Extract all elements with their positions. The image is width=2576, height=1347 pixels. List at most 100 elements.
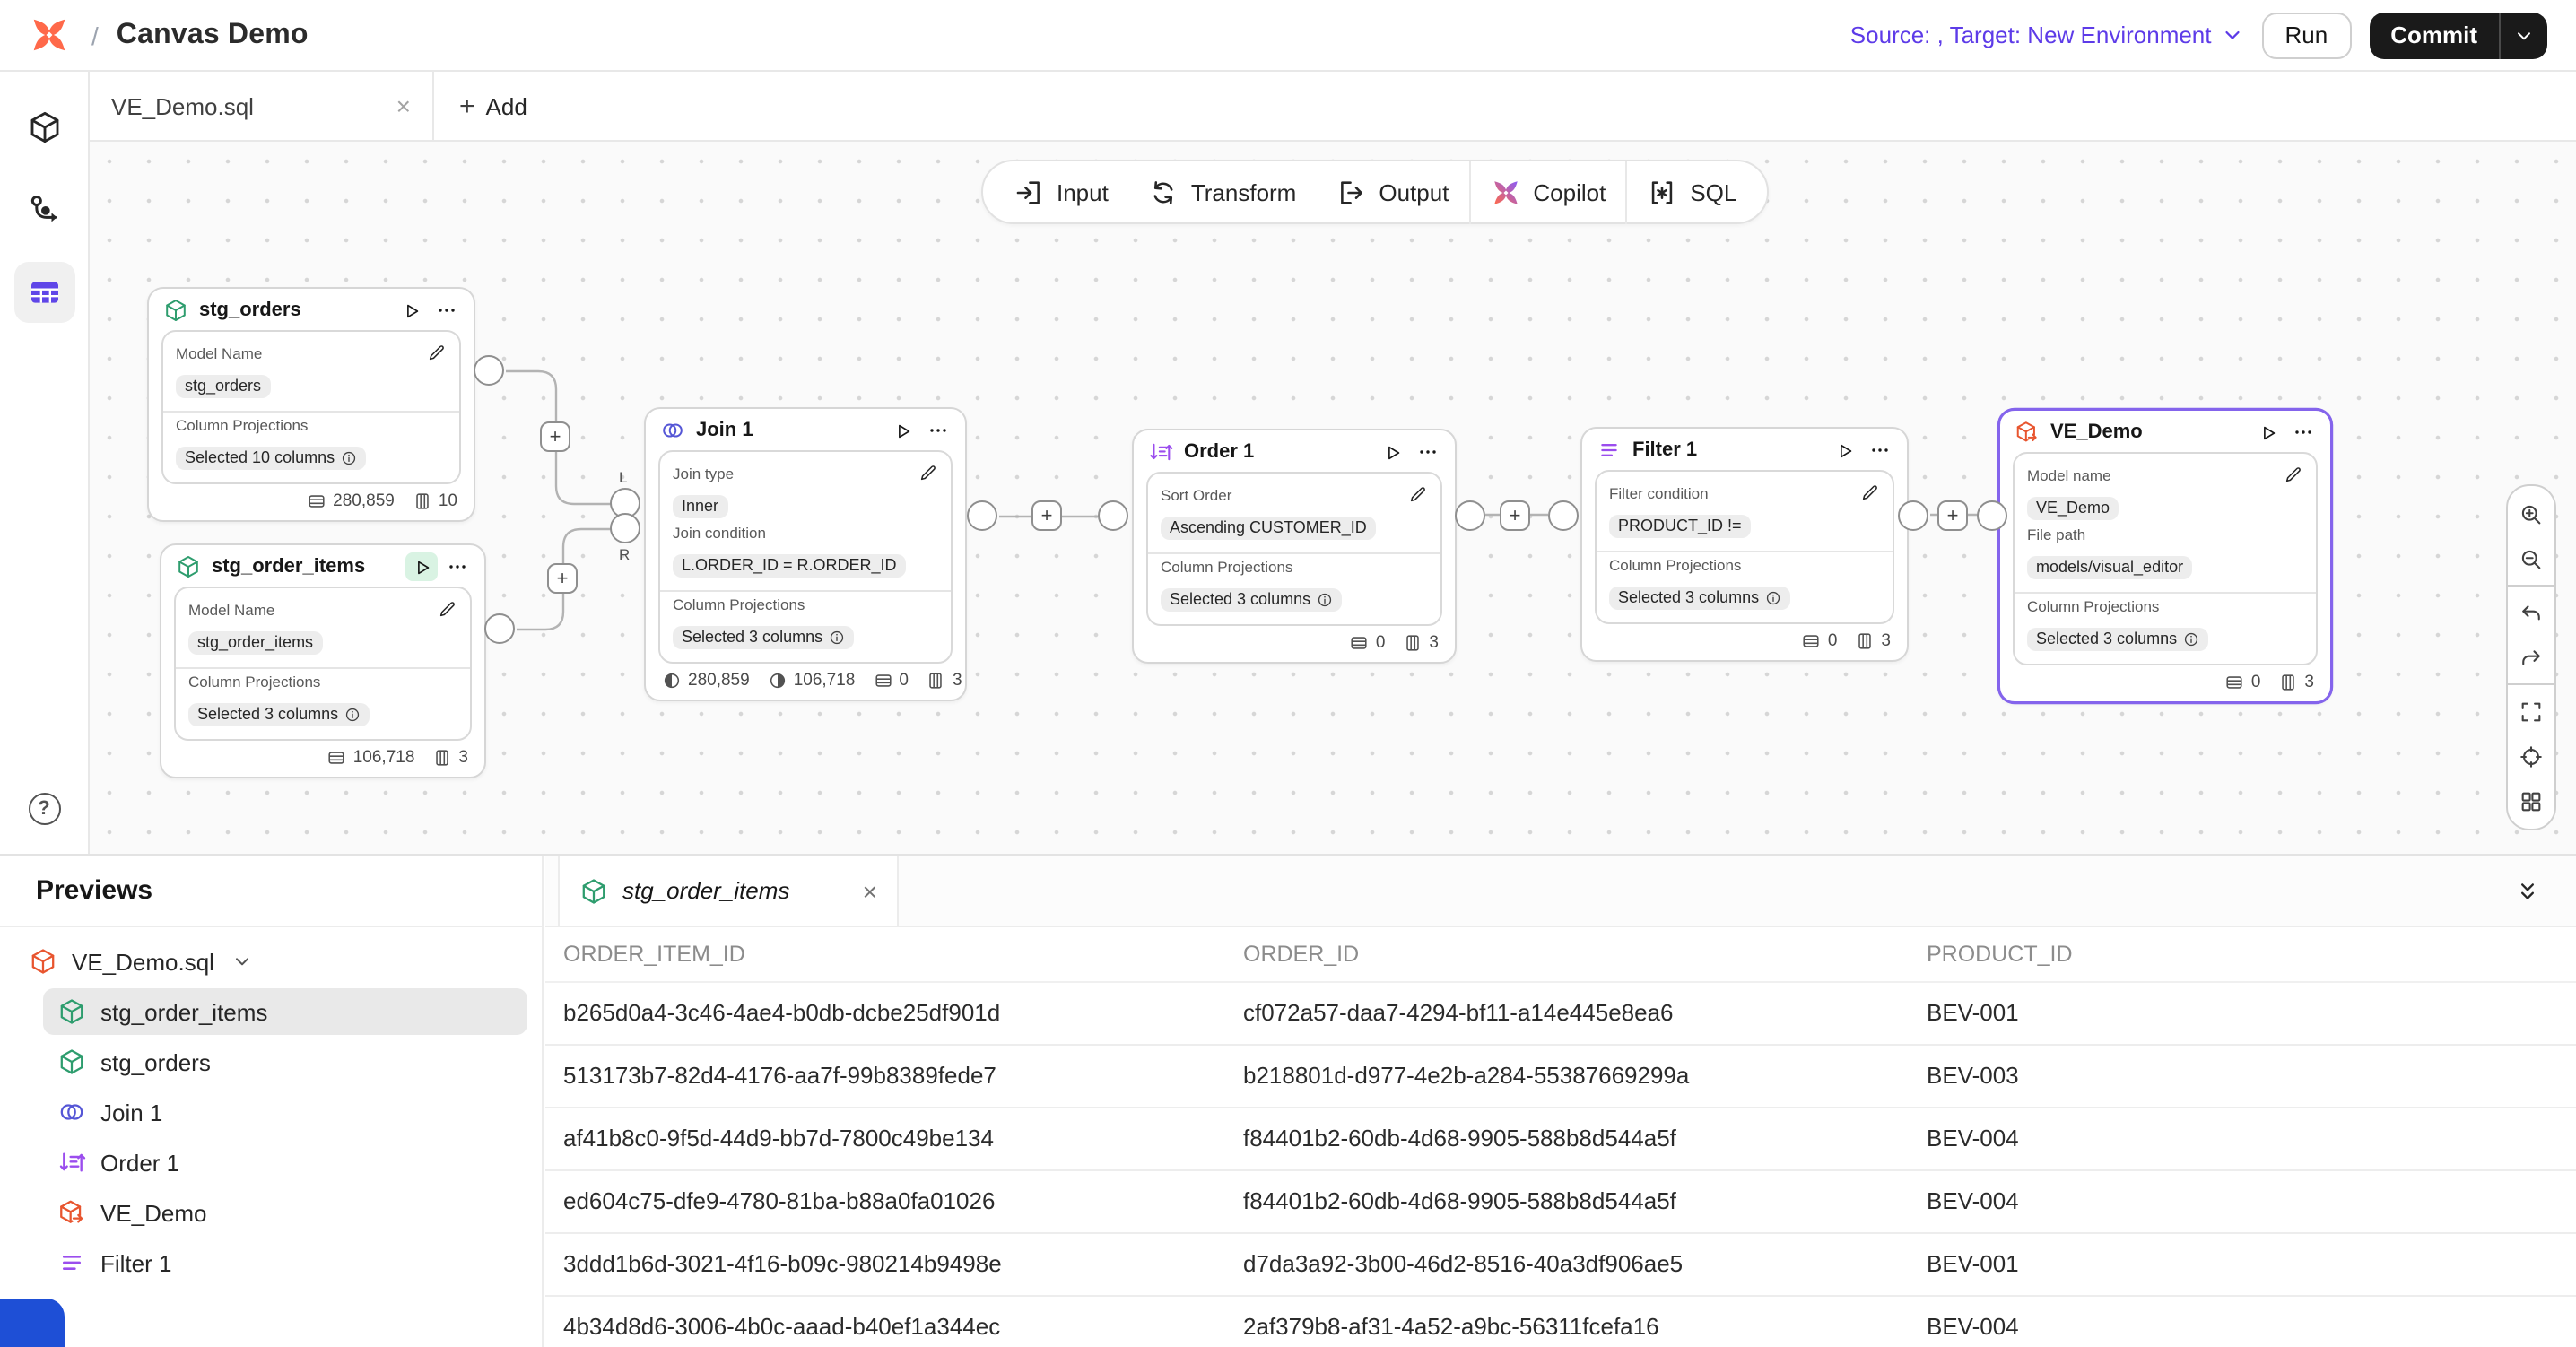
node-menu-button[interactable] xyxy=(443,552,472,581)
input-port[interactable] xyxy=(1098,500,1128,531)
field-value-chip[interactable]: Selected 10 columns xyxy=(176,446,366,469)
add-node-on-edge-button[interactable]: + xyxy=(1031,500,1062,531)
tree-item-ve-demo-sql[interactable]: VE_Demo.sql xyxy=(14,938,527,985)
redo-button[interactable] xyxy=(2508,635,2554,680)
node-menu-button[interactable] xyxy=(1866,436,1894,465)
output-port[interactable] xyxy=(967,500,997,531)
sidebar-item-canvas[interactable] xyxy=(13,262,74,323)
fit-view-button[interactable] xyxy=(2508,689,2554,734)
chevron-down-icon[interactable] xyxy=(232,951,254,972)
field-value-chip[interactable]: L.ORDER_ID = R.ORDER_ID xyxy=(673,553,906,577)
field-value-chip[interactable]: Selected 3 columns xyxy=(1161,587,1342,611)
table-row[interactable]: af41b8c0-9f5d-44d9-bb7d-7800c49be134 f84… xyxy=(545,1107,2576,1170)
center-view-button[interactable] xyxy=(2508,734,2554,778)
auto-layout-button[interactable] xyxy=(2508,778,2554,823)
node-run-button[interactable] xyxy=(395,296,427,325)
add-node-on-edge-button[interactable]: + xyxy=(540,421,570,452)
node-order-1[interactable]: Order 1 Sort Order Ascending CUSTOMER_ID… xyxy=(1132,429,1457,664)
table-row[interactable]: 3ddd1b6d-3021-4f16-b09c-980214b9498e d7d… xyxy=(545,1232,2576,1296)
add-node-on-edge-button[interactable]: + xyxy=(1937,500,1968,531)
field-value-chip[interactable]: Selected 3 columns xyxy=(2027,627,2208,650)
run-button[interactable]: Run xyxy=(2261,12,2352,58)
node-menu-button[interactable] xyxy=(2289,418,2318,447)
collapse-previews-button[interactable] xyxy=(2515,856,2540,927)
column-header[interactable]: PRODUCT_ID xyxy=(1909,927,2576,982)
field-value-chip[interactable]: Selected 3 columns xyxy=(188,702,370,726)
table-row[interactable]: ed604c75-dfe9-4780-81ba-b88a0fa01026 f84… xyxy=(545,1169,2576,1233)
table-row[interactable]: 4b34d8d6-3006-4b0c-aaad-b40ef1a344ec 2af… xyxy=(545,1295,2576,1347)
tree-item-stg-orders[interactable]: stg_orders xyxy=(43,1038,527,1085)
output-port[interactable] xyxy=(1898,500,1928,531)
tree-item-stg-order-items[interactable]: stg_order_items xyxy=(43,988,527,1035)
table-row[interactable]: 513173b7-82d4-4176-aa7f-99b8389fede7 b21… xyxy=(545,1044,2576,1108)
preview-tab-stg-order-items[interactable]: stg_order_items × xyxy=(558,856,899,926)
node-stg-order-items[interactable]: stg_order_items Model Name stg_order_ite… xyxy=(160,543,486,778)
tab-ve-demo-sql[interactable]: VE_Demo.sql × xyxy=(90,72,434,140)
input-port[interactable] xyxy=(1977,500,2007,531)
field-value-chip[interactable]: VE_Demo xyxy=(2027,496,2119,519)
input-port-right[interactable] xyxy=(610,513,640,543)
add-tab-button[interactable]: + Add xyxy=(434,72,553,140)
environment-selector[interactable]: Source: , Target: New Environment xyxy=(1850,22,2244,48)
edit-pencil-icon[interactable] xyxy=(918,463,938,482)
help-button[interactable]: ? xyxy=(28,793,60,825)
field-value-chip[interactable]: Inner xyxy=(673,494,728,517)
node-menu-button[interactable] xyxy=(924,416,953,445)
sql-tool-button[interactable]: SQL xyxy=(1627,161,1756,222)
output-port[interactable] xyxy=(1455,500,1485,531)
input-port[interactable] xyxy=(1548,500,1579,531)
zoom-out-button[interactable] xyxy=(2508,536,2554,581)
edit-pencil-icon[interactable] xyxy=(438,599,457,619)
field-value-chip[interactable]: Selected 3 columns xyxy=(673,625,854,648)
zoom-in-button[interactable] xyxy=(2508,491,2554,536)
canvas[interactable]: Input Transform Output Copilot SQL xyxy=(90,142,2576,854)
column-header[interactable]: ORDER_ID xyxy=(1225,927,1909,982)
node-ve-demo[interactable]: VE_Demo Model name VE_Demo File path mod… xyxy=(1998,409,2332,703)
add-node-on-edge-button[interactable]: + xyxy=(547,563,578,594)
node-stg-orders[interactable]: stg_orders Model Name stg_orders Column … xyxy=(147,287,475,522)
edit-pencil-icon[interactable] xyxy=(1860,482,1880,502)
output-port[interactable] xyxy=(474,355,504,386)
node-join-1[interactable]: Join 1 Join type Inner Join condition L.… xyxy=(644,407,967,701)
field-value-chip[interactable]: stg_order_items xyxy=(188,630,323,654)
edit-pencil-icon[interactable] xyxy=(2284,465,2303,484)
field-value-chip[interactable]: Selected 3 columns xyxy=(1609,586,1790,609)
node-menu-button[interactable] xyxy=(1414,438,1442,466)
chat-widget-corner[interactable] xyxy=(0,1299,65,1347)
sidebar-item-lineage[interactable] xyxy=(13,179,74,240)
input-tool-button[interactable]: Input xyxy=(994,161,1128,222)
undo-button[interactable] xyxy=(2508,590,2554,635)
node-run-button[interactable] xyxy=(1376,438,1408,466)
node-menu-button[interactable] xyxy=(432,296,461,325)
tree-item-filter-1[interactable]: Filter 1 xyxy=(43,1239,527,1286)
tree-item-ve-demo[interactable]: VE_Demo xyxy=(43,1189,527,1236)
close-preview-tab-icon[interactable]: × xyxy=(862,876,877,905)
output-tool-button[interactable]: Output xyxy=(1316,161,1468,222)
commit-button[interactable]: Commit xyxy=(2390,22,2477,48)
node-filter-1[interactable]: Filter 1 Filter condition PRODUCT_ID != … xyxy=(1580,427,1909,662)
field-value-chip[interactable]: stg_orders xyxy=(176,374,271,397)
node-run-button[interactable] xyxy=(1828,436,1860,465)
field-value-chip[interactable]: Ascending CUSTOMER_ID xyxy=(1161,516,1376,539)
add-node-on-edge-button[interactable]: + xyxy=(1500,500,1530,531)
model-cube-icon xyxy=(57,997,86,1026)
dbt-logo-icon[interactable] xyxy=(29,14,70,56)
join-icon xyxy=(660,418,685,443)
output-port[interactable] xyxy=(484,613,515,644)
edit-pencil-icon[interactable] xyxy=(427,343,447,362)
copilot-button[interactable]: Copilot xyxy=(1470,161,1625,222)
commit-dropdown-button[interactable] xyxy=(2501,12,2547,58)
field-value-chip[interactable]: models/visual_editor xyxy=(2027,555,2193,578)
tree-item-join-1[interactable]: Join 1 xyxy=(43,1089,527,1135)
node-run-button[interactable] xyxy=(2251,418,2284,447)
column-header[interactable]: ORDER_ITEM_ID xyxy=(545,927,1225,982)
table-row[interactable]: b265d0a4-3c46-4ae4-b0db-dcbe25df901d cf0… xyxy=(545,981,2576,1045)
node-run-button[interactable] xyxy=(886,416,918,445)
field-value-chip[interactable]: PRODUCT_ID != xyxy=(1609,514,1751,537)
node-run-button[interactable] xyxy=(405,552,438,581)
edit-pencil-icon[interactable] xyxy=(1408,484,1428,504)
transform-tool-button[interactable]: Transform xyxy=(1128,161,1317,222)
close-tab-icon[interactable]: × xyxy=(396,91,411,120)
tree-item-order-1[interactable]: Order 1 xyxy=(43,1139,527,1186)
sidebar-item-models[interactable] xyxy=(13,97,74,158)
